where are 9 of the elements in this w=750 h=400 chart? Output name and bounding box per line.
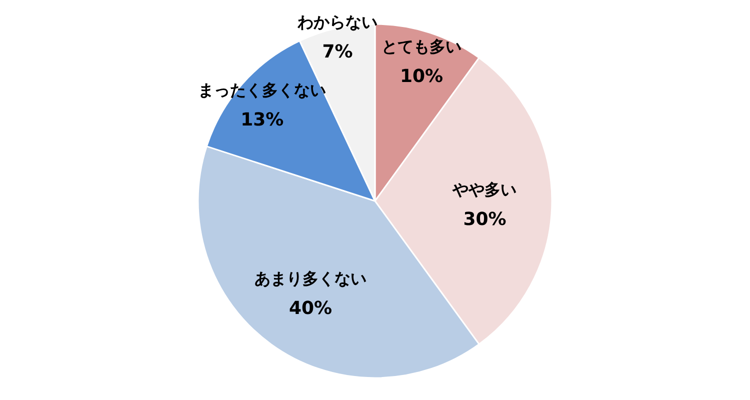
data-label: 13%: [240, 110, 284, 131]
data-label: 40%: [288, 298, 332, 319]
data-label: 30%: [463, 209, 506, 230]
slice-label: あまり多くない: [254, 268, 366, 288]
slice-label: とても多い: [381, 36, 462, 56]
slice-label: やや多い: [452, 180, 517, 199]
slice-label: わからない: [296, 12, 378, 32]
data-label: 7%: [322, 41, 353, 62]
data-label: 10%: [400, 66, 444, 87]
